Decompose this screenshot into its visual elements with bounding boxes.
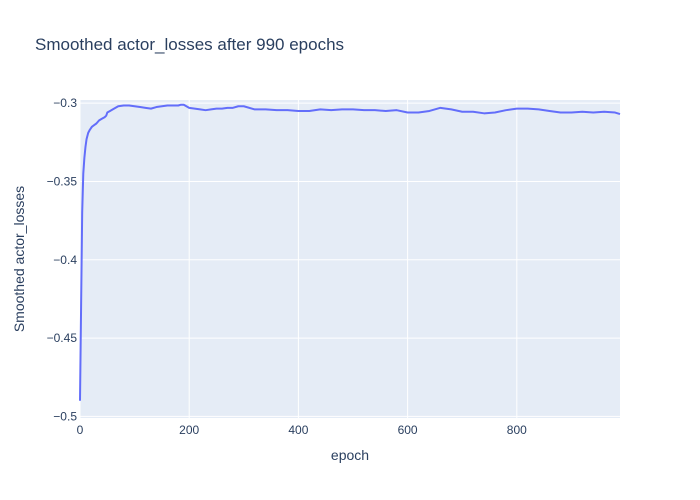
chart-title: Smoothed actor_losses after 990 epochs [35, 35, 344, 54]
x-tick-label: 400 [288, 423, 308, 437]
tick-labels: 0 200 400 600 800 −0.5 −0.45 −0.4 −0.35 −0.3 [47, 96, 528, 437]
y-tick-label: −0.4 [53, 253, 77, 267]
x-tick-label: 800 [507, 423, 527, 437]
y-tick-label: −0.35 [47, 174, 78, 188]
gridlines [79, 100, 620, 418]
y-axis-label: Smoothed actor_losses [11, 186, 27, 332]
x-tick-label: 600 [398, 423, 418, 437]
plot-area [80, 100, 620, 418]
series-line [79, 103, 621, 401]
y-tick-label: −0.5 [53, 409, 77, 423]
x-tick-label: 0 [77, 423, 84, 437]
y-tick-label: −0.3 [53, 96, 77, 110]
y-tick-label: −0.45 [47, 331, 78, 345]
x-axis-label: epoch [331, 447, 369, 463]
series-layer [79, 103, 621, 401]
x-tick-label: 200 [179, 423, 199, 437]
